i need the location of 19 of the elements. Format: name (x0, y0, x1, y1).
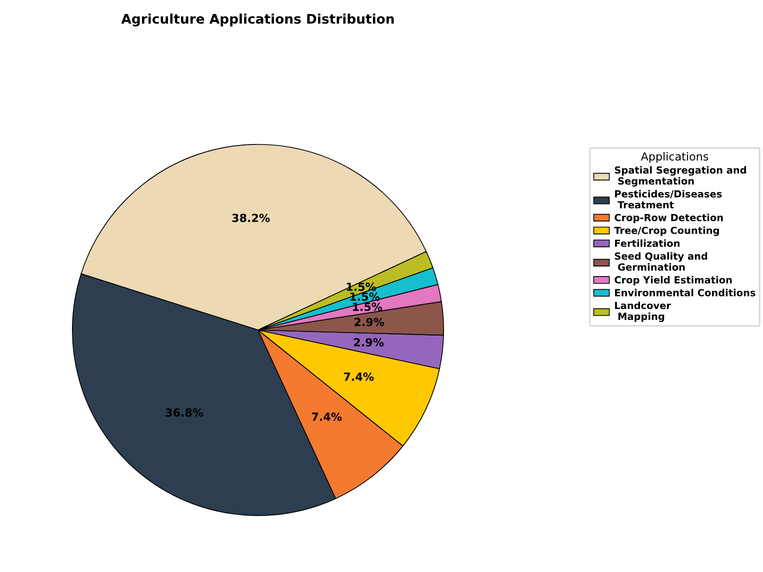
data-label: 1.5% (352, 302, 382, 311)
legend-label: Spatial Segregation and Segmentation (614, 166, 746, 187)
legend-label: Environmental Conditions (615, 288, 756, 296)
legend-label: Fertilization (615, 239, 680, 247)
data-label: 2.9% (354, 318, 384, 326)
data-label: 1.5% (350, 292, 380, 301)
data-label: 2.9% (354, 338, 384, 346)
legend-title: Applications (640, 152, 708, 163)
legend-label: Crop Yield Estimation (614, 276, 732, 286)
legend-label: Pesticides/Diseases Treatment (615, 190, 722, 208)
data-label: 36.8% (166, 408, 204, 417)
data-label: 7.4% (312, 412, 342, 421)
data-label: 7.4% (344, 372, 374, 381)
legend-label: Tree/Crop Counting (614, 226, 719, 236)
legend-label: Crop-Row Detection (614, 214, 723, 224)
legend-label: Seed Quality and Germination (614, 252, 708, 271)
chart-title: Agriculture Applications Distribution (121, 14, 394, 26)
legend-label: Landcover Mapping (615, 302, 671, 322)
data-label: 38.2% (232, 214, 270, 222)
